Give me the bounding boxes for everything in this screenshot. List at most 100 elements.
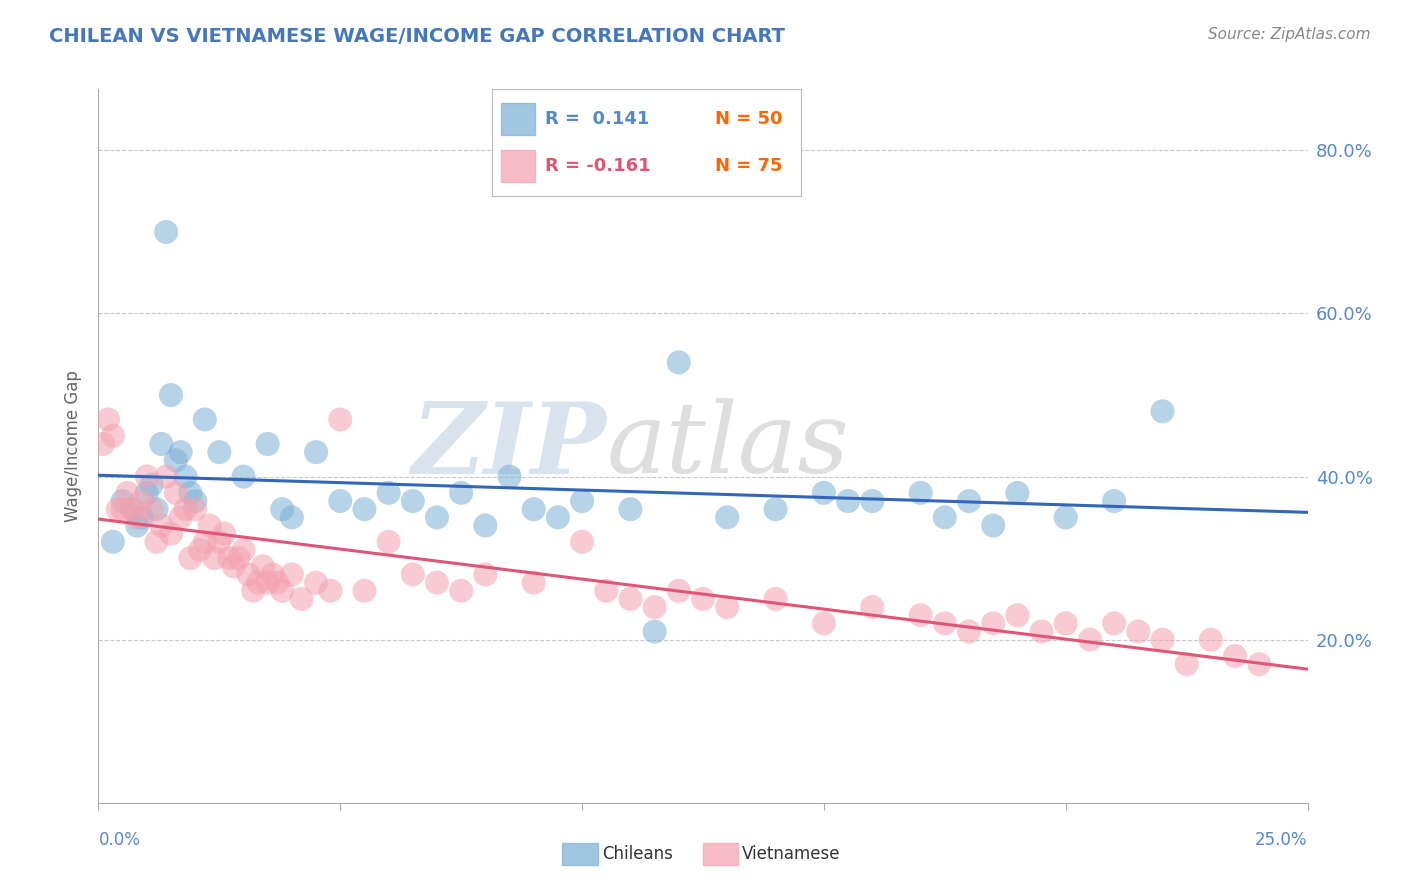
Point <box>91 437 114 451</box>
Point <box>232 469 254 483</box>
Point <box>165 453 187 467</box>
Point <box>247 575 270 590</box>
Point <box>426 575 449 590</box>
Point <box>256 437 278 451</box>
Point <box>228 551 250 566</box>
Point <box>353 583 375 598</box>
Point <box>184 494 207 508</box>
Bar <box>502 150 536 182</box>
Point <box>160 526 183 541</box>
Point <box>135 469 157 483</box>
Point <box>644 600 666 615</box>
Text: N = 75: N = 75 <box>714 157 782 175</box>
Point <box>131 494 153 508</box>
Text: Chileans: Chileans <box>602 845 672 863</box>
Point <box>232 543 254 558</box>
Text: R =  0.141: R = 0.141 <box>544 111 650 128</box>
Point <box>1152 632 1174 647</box>
Point <box>450 486 472 500</box>
Point <box>281 567 304 582</box>
Point <box>860 494 883 508</box>
Point <box>957 624 980 639</box>
Point <box>619 591 641 606</box>
Text: Source: ZipAtlas.com: Source: ZipAtlas.com <box>1208 27 1371 42</box>
Point <box>155 469 177 483</box>
Point <box>692 591 714 606</box>
Point <box>281 510 304 524</box>
Point <box>305 575 328 590</box>
Point <box>934 616 956 631</box>
Point <box>474 567 496 582</box>
Point <box>716 510 738 524</box>
Point <box>860 600 883 615</box>
Point <box>910 486 932 500</box>
Point <box>121 502 143 516</box>
Text: CHILEAN VS VIETNAMESE WAGE/INCOME GAP CORRELATION CHART: CHILEAN VS VIETNAMESE WAGE/INCOME GAP CO… <box>49 27 785 45</box>
Point <box>198 518 221 533</box>
Text: atlas: atlas <box>606 399 849 493</box>
Point <box>474 518 496 533</box>
Point <box>957 494 980 508</box>
Point <box>644 624 666 639</box>
Point <box>426 510 449 524</box>
Text: Vietnamese: Vietnamese <box>742 845 841 863</box>
Point <box>266 575 288 590</box>
Point <box>160 388 183 402</box>
Point <box>262 567 284 582</box>
Point <box>305 445 328 459</box>
Point <box>184 502 207 516</box>
Point <box>1054 616 1077 631</box>
Point <box>141 477 163 491</box>
Point <box>117 486 139 500</box>
Point <box>595 583 617 598</box>
Point <box>934 510 956 524</box>
Point <box>111 502 134 516</box>
Point <box>238 567 260 582</box>
Point <box>1152 404 1174 418</box>
Point <box>165 486 187 500</box>
Point <box>141 502 163 516</box>
Point <box>188 543 211 558</box>
Point <box>1128 624 1150 639</box>
Point <box>111 494 134 508</box>
Point <box>619 502 641 516</box>
Point <box>174 469 197 483</box>
Bar <box>502 103 536 136</box>
Text: ZIP: ZIP <box>412 398 606 494</box>
Point <box>127 518 149 533</box>
Point <box>1031 624 1053 639</box>
Point <box>222 559 245 574</box>
Point <box>402 494 425 508</box>
Text: R = -0.161: R = -0.161 <box>544 157 651 175</box>
Text: 25.0%: 25.0% <box>1256 831 1308 849</box>
Point <box>271 583 294 598</box>
Point <box>97 412 120 426</box>
Point <box>837 494 859 508</box>
Point <box>127 510 149 524</box>
Point <box>1199 632 1222 647</box>
Point <box>218 551 240 566</box>
Point <box>377 486 399 500</box>
Point <box>174 502 197 516</box>
Point <box>194 534 217 549</box>
Point <box>145 534 167 549</box>
Point <box>329 412 352 426</box>
Point <box>981 616 1004 631</box>
Point <box>1007 486 1029 500</box>
Point <box>1054 510 1077 524</box>
Point <box>101 429 124 443</box>
Text: N = 50: N = 50 <box>714 111 782 128</box>
Point <box>813 616 835 631</box>
Point <box>498 469 520 483</box>
Point <box>1078 632 1101 647</box>
Point <box>716 600 738 615</box>
Point <box>169 510 191 524</box>
Point <box>668 355 690 369</box>
Point <box>242 583 264 598</box>
Point <box>131 510 153 524</box>
Point <box>910 608 932 623</box>
Point <box>319 583 342 598</box>
Point <box>329 494 352 508</box>
Point <box>1102 494 1125 508</box>
Point <box>523 502 546 516</box>
